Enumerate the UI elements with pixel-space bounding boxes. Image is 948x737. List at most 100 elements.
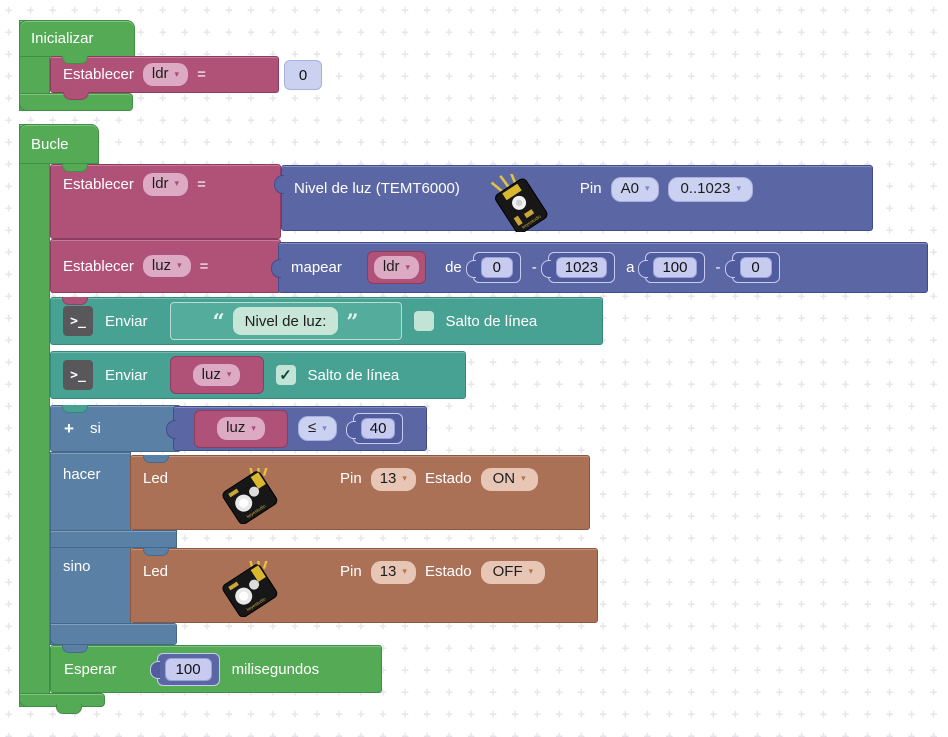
variable-name: ldr <box>151 175 169 192</box>
block-wait[interactable]: Esperar 100 milisegundos <box>50 645 382 693</box>
operator-dropdown[interactable]: ≤ ▾ <box>298 416 337 441</box>
variable-name: luz <box>226 419 246 437</box>
variable-shadow-block[interactable]: luz ▾ <box>194 409 288 448</box>
variable-shadow-block[interactable]: luz ▾ <box>169 356 264 394</box>
dropdown-caret-icon: ▾ <box>644 183 650 194</box>
block-inicializar-header[interactable]: Inicializar <box>19 20 135 57</box>
number-value: 0 <box>739 257 772 278</box>
connector-notch <box>143 548 169 556</box>
number-value: 40 <box>360 418 396 439</box>
block-led-off[interactable]: Led keyestudio Pin 13 ▾ Estado OFF ▾ <box>130 548 598 623</box>
newline-checkbox-checked[interactable]: ✓ <box>275 365 296 385</box>
pin-dropdown-13[interactable]: 13 ▾ <box>370 468 416 491</box>
block-bucle-header[interactable]: Bucle <box>19 124 99 164</box>
connector-notch <box>62 405 88 413</box>
connector-notch <box>62 56 88 64</box>
connector-tab <box>63 92 89 100</box>
dropdown-caret-icon: ▾ <box>322 422 327 433</box>
sensor-label: Nivel de luz (TEMT6000) <box>294 180 460 197</box>
pin-value: 13 <box>379 563 397 580</box>
set-label: Establecer <box>63 66 134 83</box>
state-label: Estado <box>424 470 472 487</box>
range-value: 0..1023 <box>680 180 731 197</box>
block-serial-send-text[interactable]: >_ Enviar “ Nivel de luz: ” Salto de lín… <box>50 297 603 345</box>
block-set-luz[interactable]: Establecer luz ▾ = <box>50 239 281 293</box>
send-label: Enviar <box>105 366 148 384</box>
pin-dropdown-a0[interactable]: A0 ▾ <box>610 177 660 202</box>
wait-unit-label: milisegundos <box>231 660 320 678</box>
map-variable-shadow[interactable]: ldr ▾ <box>366 251 427 284</box>
pin-value: 13 <box>379 470 397 487</box>
variable-dropdown-luz[interactable]: luz ▾ <box>142 254 191 278</box>
block-comparison[interactable]: luz ▾ ≤ ▾ 40 <box>166 406 427 451</box>
variable-dropdown-ldr[interactable]: ldr ▾ <box>142 63 189 86</box>
state-label: Estado <box>424 563 472 580</box>
dropdown-caret-icon: ▾ <box>251 422 256 433</box>
variable-dropdown-ldr[interactable]: ldr ▾ <box>142 173 189 196</box>
dropdown-caret-icon: ▾ <box>174 178 180 189</box>
state-dropdown-on[interactable]: ON ▾ <box>480 468 538 491</box>
map-label: mapear <box>291 259 342 276</box>
wait-label: Esperar <box>64 660 117 678</box>
string-shadow-block[interactable]: “ Nivel de luz: ” <box>169 302 402 340</box>
variable-dropdown-luz[interactable]: luz ▾ <box>192 363 241 387</box>
state-dropdown-off[interactable]: OFF ▾ <box>480 561 546 584</box>
if-mutator-plus-icon[interactable]: + <box>64 418 74 438</box>
block-light-sensor[interactable]: Nivel de luz (TEMT6000) keyestudio Pin A… <box>274 165 873 232</box>
equals-sign: = <box>197 176 206 193</box>
map-from-low-socket[interactable]: 0 <box>465 252 521 283</box>
dropdown-caret-icon: ▾ <box>402 566 407 577</box>
terminal-icon: >_ <box>63 306 93 336</box>
range-dropdown[interactable]: 0..1023 ▾ <box>668 177 754 202</box>
newline-label: Salto de línea <box>307 366 400 384</box>
open-quote-icon: “ <box>212 308 225 334</box>
led-label: Led <box>143 563 169 580</box>
connector-notch <box>62 645 88 653</box>
map-to-low-socket[interactable]: 0 <box>724 252 780 283</box>
map-from-high-socket[interactable]: 1023 <box>540 252 616 283</box>
map-to-high-socket[interactable]: 100 <box>638 252 705 283</box>
send-label: Enviar <box>105 312 148 330</box>
variable-dropdown-luz[interactable]: luz ▾ <box>217 417 265 440</box>
variable-name: luz <box>151 256 172 274</box>
block-bucle-spine[interactable] <box>19 124 50 707</box>
equals-sign: = <box>197 66 206 83</box>
variable-dropdown-ldr[interactable]: ldr ▾ <box>373 256 420 279</box>
variable-name: luz <box>201 365 221 383</box>
bucle-title: Bucle <box>31 135 69 153</box>
block-if-bottom-bar[interactable] <box>50 623 177 645</box>
variable-name: ldr <box>151 65 169 83</box>
pin-label: Pin <box>340 470 362 487</box>
number-value-0[interactable]: 0 <box>284 60 322 90</box>
map-a-label: a <box>626 259 635 276</box>
set-label: Establecer <box>63 257 134 275</box>
block-if-else-bar[interactable] <box>50 530 177 548</box>
if-hacer-label: hacer <box>63 466 101 483</box>
block-serial-send-var[interactable]: >_ Enviar luz ▾ ✓ Salto de línea <box>50 351 466 399</box>
dropdown-caret-icon: ▾ <box>405 261 411 272</box>
dash: - <box>531 259 537 276</box>
wait-number-socket[interactable]: 100 <box>149 652 220 686</box>
block-set-variable-init[interactable]: Establecer ldr ▾ = <box>50 56 279 93</box>
number-value: 0 <box>480 257 513 278</box>
dropdown-caret-icon: ▾ <box>528 566 534 577</box>
block-set-ldr[interactable]: Establecer ldr ▾ = <box>50 164 281 239</box>
inicializar-title: Inicializar <box>31 30 94 47</box>
newline-checkbox-unchecked[interactable] <box>413 311 434 331</box>
connector-notch <box>62 164 88 172</box>
block-led-on[interactable]: Led keyestudio Pin 13 ▾ Estado ON ▾ <box>130 455 590 530</box>
if-sino-label: sino <box>63 558 91 575</box>
pin-label: Pin <box>579 180 602 197</box>
comparison-number-socket[interactable]: 40 <box>345 413 404 444</box>
dropdown-caret-icon: ▾ <box>174 68 180 79</box>
dropdown-caret-icon: ▾ <box>402 473 407 484</box>
dropdown-caret-icon: ▾ <box>521 473 526 484</box>
operator-value: ≤ <box>308 419 317 437</box>
pin-label: Pin <box>340 563 362 580</box>
string-text-field[interactable]: Nivel de luz: <box>232 307 339 335</box>
led-label: Led <box>143 470 169 487</box>
block-if-left-arm[interactable] <box>50 452 131 645</box>
block-map[interactable]: mapear ldr ▾ de 0 - 1023 a 100 - 0 <box>271 242 928 293</box>
pin-dropdown-13[interactable]: 13 ▾ <box>370 561 416 584</box>
connector-notch <box>62 297 88 305</box>
